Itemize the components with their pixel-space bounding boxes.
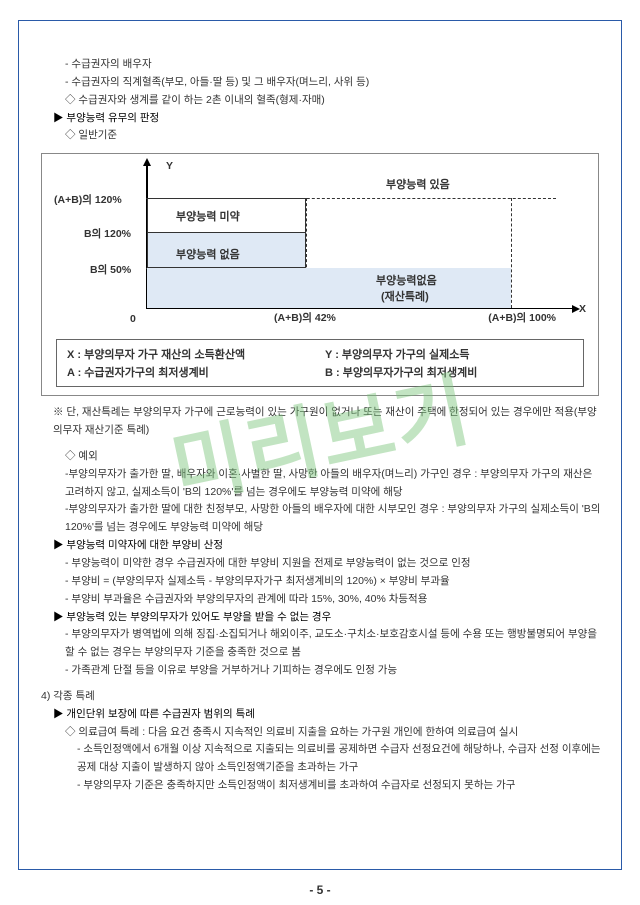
list-item: - 부양비 = (부양의무자 실제소득 - 부양의무자가구 최저생계비의 120… xyxy=(41,573,603,591)
region-label: 부양능력 없음 xyxy=(176,246,240,262)
dashed-line xyxy=(511,198,512,308)
region-label: 부양능력 미약 xyxy=(176,208,240,224)
y-tick-top: (A+B)의 120% xyxy=(54,192,122,207)
chart-box: Y X 0 (A+B)의 120% B의 120% B의 50% (A+B)의 … xyxy=(41,153,599,396)
list-item: - 부양의무자가 병역법에 의해 징집·소집되거나 해외이주, 교도소·구치소·… xyxy=(41,626,603,662)
list-item: - 수급권자의 배우자 xyxy=(41,56,603,74)
list-item: ◇ 수급권자와 생계를 같이 하는 2촌 이내의 혈족(형제·자매) xyxy=(41,92,603,110)
legend-x: X : 부양의무자 가구 재산의 소득환산액 xyxy=(67,346,315,362)
region-label: 부양능력없음 xyxy=(376,272,437,288)
section4-title: 4) 각종 특례 xyxy=(41,688,603,706)
list-item: - 부양의무자 기준은 충족하지만 소득인정액이 최저생계비를 초과하여 수급자… xyxy=(41,777,603,795)
list-item: - 수급권자의 직계혈족(부모, 아들·딸 등) 및 그 배우자(며느리, 사위… xyxy=(41,74,603,92)
list-item: - 부양비 부과율은 수급권자와 부양의무자의 관계에 따라 15%, 30%,… xyxy=(41,591,603,609)
chart-plot: Y X 0 (A+B)의 120% B의 120% B의 50% (A+B)의 … xyxy=(106,164,584,329)
unable-title: ▶ 부양능력 있는 부양의무자가 있어도 부양을 받을 수 없는 경우 xyxy=(41,609,603,627)
list-item: - 부양능력이 미약한 경우 수급권자에 대한 부양비 지원을 전제로 부양능력… xyxy=(41,555,603,573)
exception-title: ◇ 예외 xyxy=(41,448,603,466)
page-frame: 미리보기 - 수급권자의 배우자 - 수급권자의 직계혈족(부모, 아들·딸 등… xyxy=(18,20,622,870)
note-text: ※ 단, 재산특례는 부양의무자 가구에 근로능력이 있는 가구원이 없거나 또… xyxy=(41,404,603,440)
y-tick-low: B의 50% xyxy=(90,262,131,277)
x-tick-right: (A+B)의 100% xyxy=(488,310,556,325)
x-axis-label: X xyxy=(579,303,586,315)
list-item: - 소득인정액에서 6개월 이상 지속적으로 지출되는 의료비를 공제하면 수급… xyxy=(41,741,603,777)
legend-a: A : 수급권자가구의 최저생계비 xyxy=(67,364,315,380)
section4-med: ◇ 의료급여 특례 : 다음 요건 충족시 지속적인 의료비 지출을 요하는 가… xyxy=(41,724,603,742)
y-axis-label: Y xyxy=(166,160,173,172)
origin-label: 0 xyxy=(130,313,136,325)
list-item: ◇ 일반기준 xyxy=(41,127,603,145)
legend-y: Y : 부양의무자 가구의 실제소득 xyxy=(325,346,573,362)
section4-sub: ▶ 개인단위 보장에 따른 수급권자 범위의 특례 xyxy=(41,706,603,724)
list-item: ▶ 부양능력 유무의 판정 xyxy=(41,110,603,128)
list-item: - 가족관계 단절 등을 이유로 부양을 거부하거나 기피하는 경우에도 인정 … xyxy=(41,662,603,680)
y-tick-mid: B의 120% xyxy=(84,226,131,241)
x-tick-mid: (A+B)의 42% xyxy=(274,310,336,325)
chart-legend: X : 부양의무자 가구 재산의 소득환산액 Y : 부양의무자 가구의 실제소… xyxy=(56,339,584,387)
list-item: -부양의무자가 출가한 딸, 배우자와 이혼·사별한 딸, 사망한 아들의 배우… xyxy=(41,466,603,502)
calc-title: ▶ 부양능력 미약자에 대한 부양비 산정 xyxy=(41,537,603,555)
legend-b: B : 부양의무자가구의 최저생계비 xyxy=(325,364,573,380)
region-label: 부양능력 있음 xyxy=(386,176,450,192)
page-number: - 5 - xyxy=(0,883,640,897)
list-item: -부양의무자가 출가한 딸에 대한 친정부모, 사망한 아들의 배우자에 대한 … xyxy=(41,501,603,537)
region-label: (재산특례) xyxy=(381,288,429,304)
